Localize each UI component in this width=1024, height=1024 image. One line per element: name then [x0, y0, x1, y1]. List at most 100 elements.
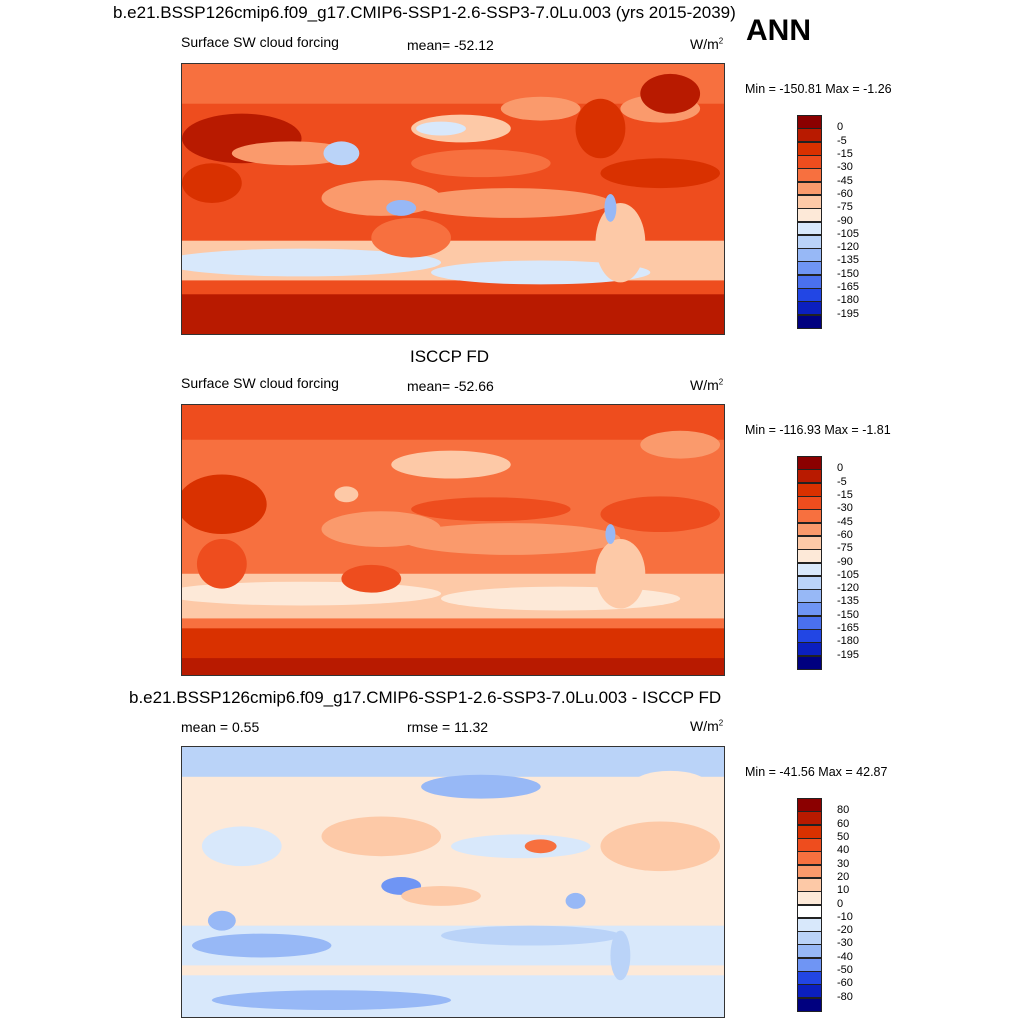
- colorbar-label: -60: [837, 528, 853, 541]
- colorbar-swatch: [797, 274, 822, 289]
- colorbar-label: -165: [837, 281, 860, 294]
- colorbar-label: -15: [837, 488, 853, 501]
- colorbar-swatch: [797, 904, 822, 919]
- colorbar-swatch: [797, 837, 822, 852]
- colorbar-label: -90: [837, 214, 853, 227]
- colorbar-swatch: [797, 495, 822, 510]
- colorbar-swatch: [797, 288, 822, 302]
- panel2-variable: Surface SW cloud forcing: [181, 375, 339, 391]
- panel2-mean: mean= -52.66: [407, 378, 494, 394]
- colorbar-swatch: [797, 154, 822, 169]
- colorbar-label: -150: [837, 608, 860, 621]
- colorbar-swatch: [797, 629, 822, 643]
- colorbar-swatch: [797, 575, 822, 590]
- colorbar-label: -45: [837, 515, 853, 528]
- colorbar-label: -120: [837, 241, 860, 254]
- panel1-field: [182, 64, 724, 334]
- panel3-units: W/m2: [690, 718, 724, 734]
- colorbar-label: -135: [837, 595, 860, 608]
- colorbar-swatch: [797, 589, 822, 604]
- colorbar-label: -180: [837, 294, 860, 307]
- colorbar-swatch: [797, 482, 822, 497]
- colorbar-label: -75: [837, 542, 853, 555]
- colorbar-label: 10: [837, 884, 850, 897]
- colorbar-label: -75: [837, 201, 853, 214]
- colorbar-swatch: [797, 811, 822, 826]
- panel3-map: [181, 746, 725, 1018]
- colorbar-label: 0: [837, 462, 844, 475]
- colorbar-swatch: [797, 221, 822, 236]
- colorbar-swatch: [797, 141, 822, 156]
- colorbar-label: -195: [837, 307, 860, 320]
- colorbar-label: 30: [837, 857, 850, 870]
- colorbar-label: 40: [837, 844, 850, 857]
- colorbar-label: -195: [837, 648, 860, 661]
- colorbar-swatch: [797, 891, 822, 906]
- panel3-rmse: rmse = 11.32: [407, 719, 489, 735]
- panel2-title: ISCCP FD: [410, 347, 490, 366]
- colorbar-label: -180: [837, 635, 860, 648]
- colorbar-swatch: [797, 798, 822, 812]
- colorbar-swatch: [797, 314, 822, 329]
- colorbar-label: -120: [837, 582, 860, 595]
- colorbar-swatch: [797, 535, 822, 550]
- colorbar-label: -10: [837, 910, 853, 923]
- colorbar-label: 60: [837, 817, 850, 830]
- panel3-minmax: Min = -41.56 Max = 42.87: [745, 765, 888, 779]
- colorbar-swatch: [797, 168, 822, 183]
- colorbar-swatch: [797, 456, 822, 470]
- colorbar-label: -90: [837, 555, 853, 568]
- colorbar-label: -30: [837, 161, 853, 174]
- colorbar-label: -30: [837, 502, 853, 515]
- colorbar-label: 20: [837, 870, 850, 883]
- panel3-mean: mean = 0.55: [181, 719, 260, 735]
- season-label: ANN: [746, 14, 811, 47]
- colorbar-label: -105: [837, 568, 860, 581]
- panel1-variable: Surface SW cloud forcing: [181, 34, 339, 50]
- colorbar-swatch: [797, 128, 822, 143]
- colorbar-swatch: [797, 469, 822, 484]
- colorbar-label: -45: [837, 174, 853, 187]
- colorbar-swatch: [797, 864, 822, 879]
- colorbar-swatch: [797, 194, 822, 209]
- colorbar-swatch: [797, 549, 822, 564]
- colorbar-swatch: [797, 234, 822, 249]
- colorbar-label: -30: [837, 937, 853, 950]
- colorbar-swatch: [797, 971, 822, 985]
- colorbar-label: -15: [837, 147, 853, 160]
- colorbar-swatch: [797, 851, 822, 866]
- colorbar-swatch: [797, 261, 822, 276]
- colorbar-swatch: [797, 642, 822, 657]
- colorbar-swatch: [797, 655, 822, 670]
- colorbar-label: -60: [837, 187, 853, 200]
- colorbar-swatch: [797, 984, 822, 999]
- colorbar-swatch: [797, 917, 822, 932]
- colorbar-swatch: [797, 957, 822, 972]
- panel1-map: [181, 63, 725, 335]
- colorbar-label: 0: [837, 121, 844, 134]
- colorbar-swatch: [797, 248, 822, 263]
- colorbar-swatch: [797, 877, 822, 892]
- colorbar-swatch: [797, 562, 822, 577]
- colorbar-label: -40: [837, 950, 853, 963]
- colorbar-label: 50: [837, 830, 850, 843]
- colorbar-swatch: [797, 509, 822, 524]
- colorbar-swatch: [797, 208, 822, 223]
- panel3-colorbar: 80 60 50 40 30 20 10 0 -10 -20 -30 -40 -50 -60 -80: [797, 798, 853, 1012]
- panel2-minmax: Min = -116.93 Max = -1.81: [745, 423, 891, 437]
- colorbar-label: -50: [837, 964, 853, 977]
- panel1-minmax: Min = -150.81 Max = -1.26: [745, 82, 892, 96]
- colorbar-swatch: [797, 522, 822, 537]
- colorbar-swatch: [797, 602, 822, 617]
- main-title: b.e21.BSSP126cmip6.f09_g17.CMIP6-SSP1-2.…: [113, 3, 736, 22]
- colorbar-swatch: [797, 181, 822, 196]
- colorbar-swatch: [797, 931, 822, 946]
- colorbar-label: -60: [837, 977, 853, 990]
- colorbar-swatch: [797, 615, 822, 630]
- panel2-map: [181, 404, 725, 676]
- panel3-title: b.e21.BSSP126cmip6.f09_g17.CMIP6-SSP1-2.…: [129, 688, 722, 707]
- panel1-units: W/m2: [690, 36, 724, 52]
- colorbar-label: -80: [837, 990, 853, 1003]
- panel2-units: W/m2: [690, 377, 724, 393]
- colorbar-swatch: [797, 115, 822, 129]
